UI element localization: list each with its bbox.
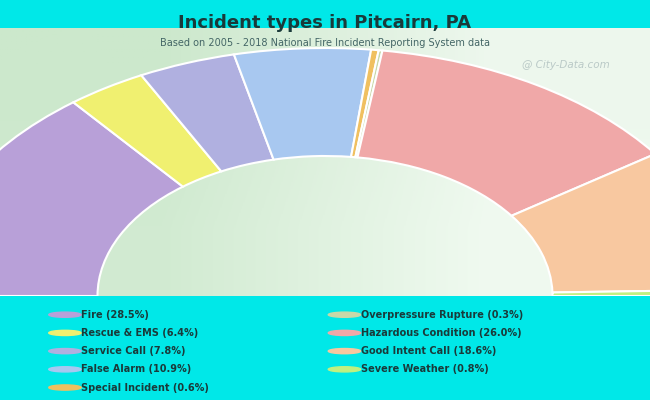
Text: Special Incident (0.6%): Special Incident (0.6%) <box>81 382 209 392</box>
Circle shape <box>328 330 361 336</box>
Wedge shape <box>73 75 221 187</box>
Wedge shape <box>0 102 183 296</box>
Text: Hazardous Condition (26.0%): Hazardous Condition (26.0%) <box>361 328 521 338</box>
Text: Based on 2005 - 2018 National Fire Incident Reporting System data: Based on 2005 - 2018 National Fire Incid… <box>160 38 490 48</box>
Wedge shape <box>512 154 650 292</box>
Wedge shape <box>356 50 382 158</box>
Wedge shape <box>234 48 371 160</box>
Text: Incident types in Pitcairn, PA: Incident types in Pitcairn, PA <box>179 14 471 32</box>
Wedge shape <box>358 50 650 216</box>
Text: Rescue & EMS (6.4%): Rescue & EMS (6.4%) <box>81 328 198 338</box>
Text: @ City-Data.com: @ City-Data.com <box>521 60 610 70</box>
Wedge shape <box>351 50 379 157</box>
Wedge shape <box>141 54 274 171</box>
Text: Good Intent Call (18.6%): Good Intent Call (18.6%) <box>361 346 496 356</box>
Circle shape <box>328 348 361 354</box>
Text: Fire (28.5%): Fire (28.5%) <box>81 310 149 320</box>
Text: False Alarm (10.9%): False Alarm (10.9%) <box>81 364 192 374</box>
Circle shape <box>49 312 81 317</box>
Circle shape <box>49 330 81 336</box>
Circle shape <box>49 385 81 390</box>
Text: Severe Weather (0.8%): Severe Weather (0.8%) <box>361 364 489 374</box>
Wedge shape <box>552 290 650 296</box>
Circle shape <box>49 367 81 372</box>
Circle shape <box>49 348 81 354</box>
Text: Overpressure Rupture (0.3%): Overpressure Rupture (0.3%) <box>361 310 523 320</box>
Text: Service Call (7.8%): Service Call (7.8%) <box>81 346 186 356</box>
Circle shape <box>328 367 361 372</box>
Circle shape <box>328 312 361 317</box>
